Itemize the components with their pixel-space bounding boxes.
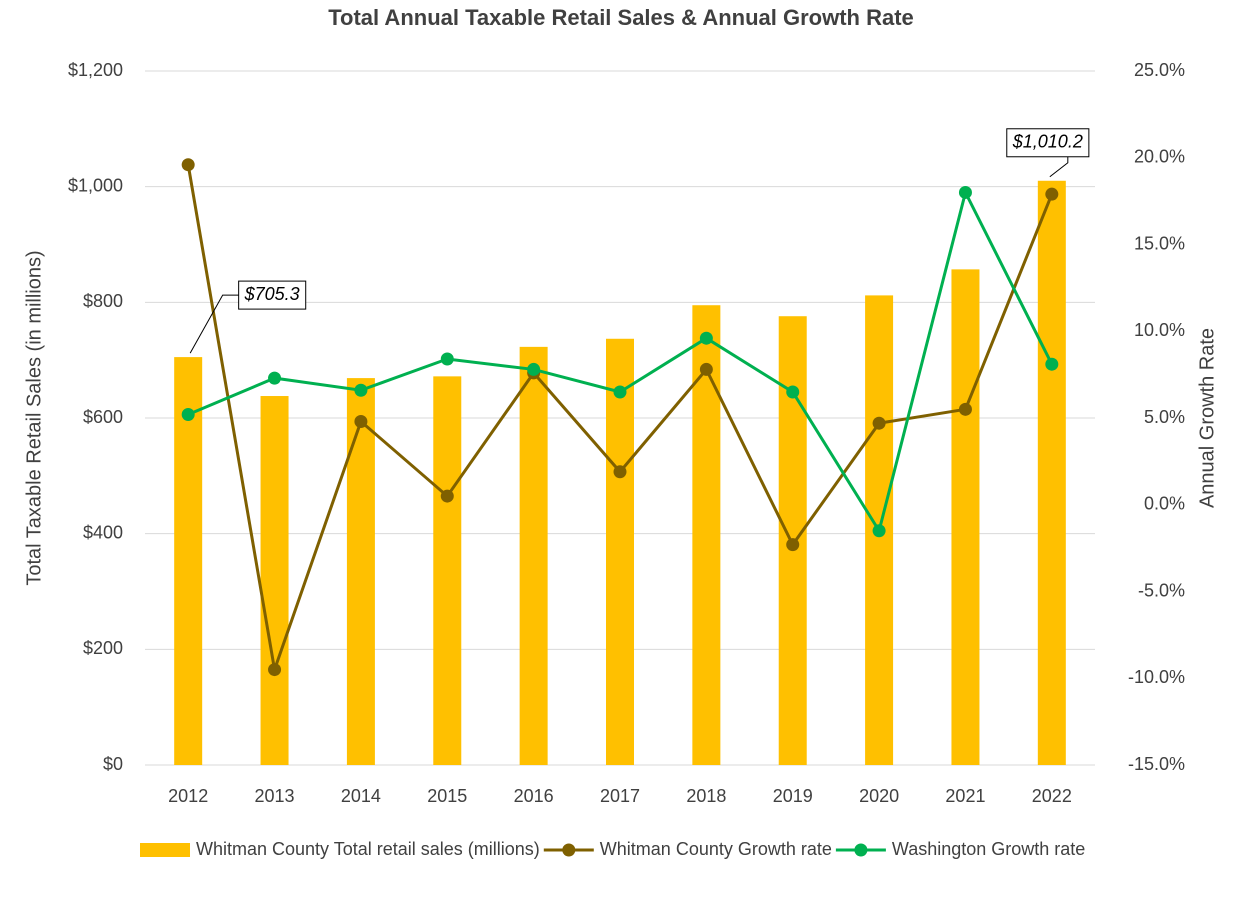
line-marker — [613, 465, 627, 479]
x-tick-label: 2015 — [427, 786, 467, 806]
legend-label: Washington Growth rate — [892, 839, 1085, 859]
y2-axis-title: Annual Growth Rate — [1196, 328, 1218, 508]
y2-tick-label: 15.0% — [1134, 233, 1185, 253]
legend-label: Whitman County Growth rate — [600, 839, 832, 859]
y2-tick-label: 25.0% — [1134, 60, 1185, 80]
y2-tick-label: 20.0% — [1134, 147, 1185, 167]
line-marker — [786, 538, 800, 552]
line-marker — [527, 362, 541, 376]
legend-item: Washington Growth rate — [835, 839, 1085, 859]
line-marker — [613, 385, 627, 399]
bar — [174, 357, 203, 765]
leader-line — [189, 294, 239, 354]
x-tick-label: 2016 — [514, 786, 554, 806]
bar — [433, 376, 462, 765]
x-tick-label: 2019 — [773, 786, 813, 806]
bar — [606, 338, 634, 765]
line-marker — [440, 352, 454, 366]
line-marker — [181, 158, 195, 172]
x-tick-label: 2021 — [945, 786, 985, 806]
line-marker — [872, 524, 886, 538]
y-tick-label: $1,000 — [68, 175, 123, 195]
line-marker — [268, 371, 282, 385]
line-marker — [354, 414, 368, 428]
legend-item: Whitman County Growth rate — [543, 839, 832, 859]
chart-title: Total Annual Taxable Retail Sales & Annu… — [328, 5, 914, 30]
legend-swatch — [140, 843, 190, 857]
x-tick-label: 2012 — [168, 786, 208, 806]
line-marker — [1045, 187, 1059, 201]
line-marker — [872, 416, 886, 430]
line-marker — [181, 408, 195, 422]
data-label: $1,010.2 — [1012, 132, 1083, 152]
line-marker — [354, 383, 368, 397]
y2-tick-label: -15.0% — [1128, 754, 1185, 774]
line-marker — [1045, 357, 1059, 371]
y2-tick-label: 10.0% — [1134, 320, 1185, 340]
x-tick-label: 2020 — [859, 786, 899, 806]
y-axis-title: Total Taxable Retail Sales (in millions) — [23, 250, 45, 585]
x-tick-label: 2014 — [341, 786, 381, 806]
y-tick-label: $0 — [103, 754, 123, 774]
bar — [1037, 180, 1066, 765]
x-tick-label: 2017 — [600, 786, 640, 806]
x-tick-label: 2018 — [686, 786, 726, 806]
leader-line — [1049, 156, 1069, 178]
line-marker — [699, 331, 713, 345]
y-tick-label: $600 — [83, 407, 123, 427]
bar — [346, 378, 375, 765]
line-marker — [958, 185, 972, 199]
y2-tick-label: 0.0% — [1144, 494, 1185, 514]
y-tick-label: $400 — [83, 522, 123, 542]
y2-tick-label: -5.0% — [1138, 580, 1185, 600]
x-tick-label: 2013 — [255, 786, 295, 806]
x-tick-label: 2022 — [1032, 786, 1072, 806]
legend-label: Whitman County Total retail sales (milli… — [196, 839, 540, 859]
line-marker — [786, 385, 800, 399]
y-tick-label: $1,200 — [68, 60, 123, 80]
legend-marker — [854, 843, 868, 857]
data-label-box — [1006, 128, 1090, 158]
legend-item: Whitman County Total retail sales (milli… — [140, 839, 540, 859]
data-label: $705.3 — [244, 284, 300, 304]
line-marker — [699, 362, 713, 376]
line-marker — [958, 402, 972, 416]
legend-marker — [562, 843, 576, 857]
y2-tick-label: 5.0% — [1144, 407, 1185, 427]
bar — [260, 396, 289, 765]
bar — [951, 269, 980, 765]
y-tick-label: $200 — [83, 638, 123, 658]
y2-tick-label: -10.0% — [1128, 667, 1185, 687]
line-marker — [268, 663, 282, 677]
line-marker — [440, 489, 454, 503]
bar — [519, 346, 548, 765]
y-tick-label: $800 — [83, 291, 123, 311]
data-label-box — [238, 280, 307, 310]
